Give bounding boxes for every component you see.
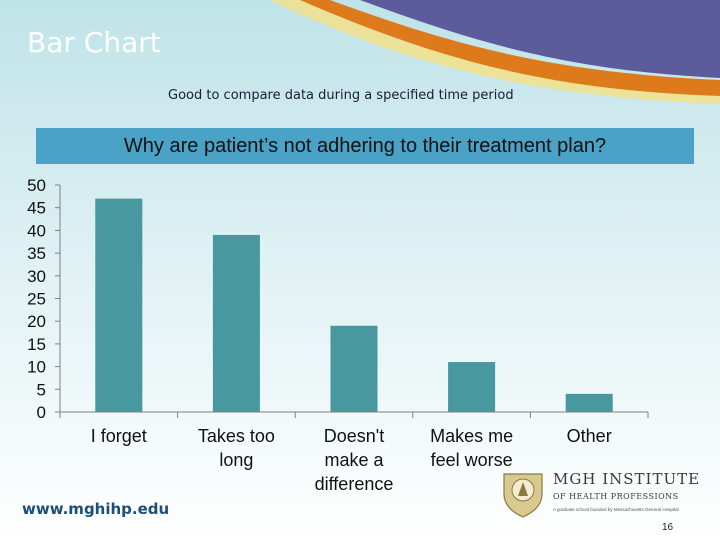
x-axis: I forget Takes too long Doesn't make a differ… bbox=[59, 411, 649, 494]
x-tick-label: I forget bbox=[91, 426, 147, 446]
y-tick-label: 35 bbox=[27, 244, 46, 263]
bar bbox=[448, 362, 496, 412]
bars bbox=[95, 198, 613, 412]
bar bbox=[565, 393, 613, 412]
y-tick-label: 15 bbox=[27, 335, 46, 354]
chart-title: Why are patient’s not adhering to their … bbox=[123, 134, 607, 157]
purple-band bbox=[360, 0, 720, 78]
logo-tagline: A graduate school founded by Massachuset… bbox=[553, 507, 679, 512]
seal-icon bbox=[503, 473, 543, 518]
y-tick-label: 0 bbox=[37, 403, 46, 422]
y-tick-label: 10 bbox=[27, 358, 46, 377]
y-tick-label: 20 bbox=[27, 312, 46, 331]
page-number: 16 bbox=[662, 522, 674, 533]
x-tick-label: make a bbox=[324, 450, 384, 470]
bar bbox=[330, 325, 378, 412]
x-tick-label: difference bbox=[315, 474, 394, 494]
chart-title-banner: Why are patient’s not adhering to their … bbox=[36, 128, 694, 164]
logo-subtitle: OF HEALTH PROFESSIONS bbox=[553, 492, 679, 501]
x-tick-label: Takes too bbox=[198, 426, 275, 446]
x-tick-label: Doesn't bbox=[324, 426, 384, 446]
y-tick-label: 25 bbox=[27, 290, 46, 309]
mgh-institute-logo: MGH INSTITUTE OF HEALTH PROFESSIONS A gr… bbox=[498, 468, 703, 518]
x-tick-label: Makes me bbox=[430, 426, 513, 446]
x-tick-label: Other bbox=[567, 426, 612, 446]
y-tick-label: 40 bbox=[27, 221, 46, 240]
y-tick-label: 45 bbox=[27, 199, 46, 218]
y-tick-label: 30 bbox=[27, 267, 46, 286]
orange-band bbox=[300, 0, 720, 96]
slide-subtitle: Good to compare data during a specified … bbox=[168, 88, 514, 103]
y-tick-label: 5 bbox=[37, 380, 46, 399]
x-tick-label: feel worse bbox=[431, 450, 513, 470]
slide-title: Bar Chart bbox=[27, 26, 161, 59]
logo-name: MGH INSTITUTE bbox=[553, 470, 701, 488]
y-tick-label: 50 bbox=[27, 176, 46, 195]
website-url[interactable]: www.mghihp.edu bbox=[22, 500, 170, 518]
bar bbox=[95, 198, 143, 412]
bar bbox=[212, 234, 260, 412]
y-axis: 0 5 10 15 20 25 30 35 40 45 50 bbox=[27, 176, 61, 422]
x-tick-label: long bbox=[219, 450, 253, 470]
